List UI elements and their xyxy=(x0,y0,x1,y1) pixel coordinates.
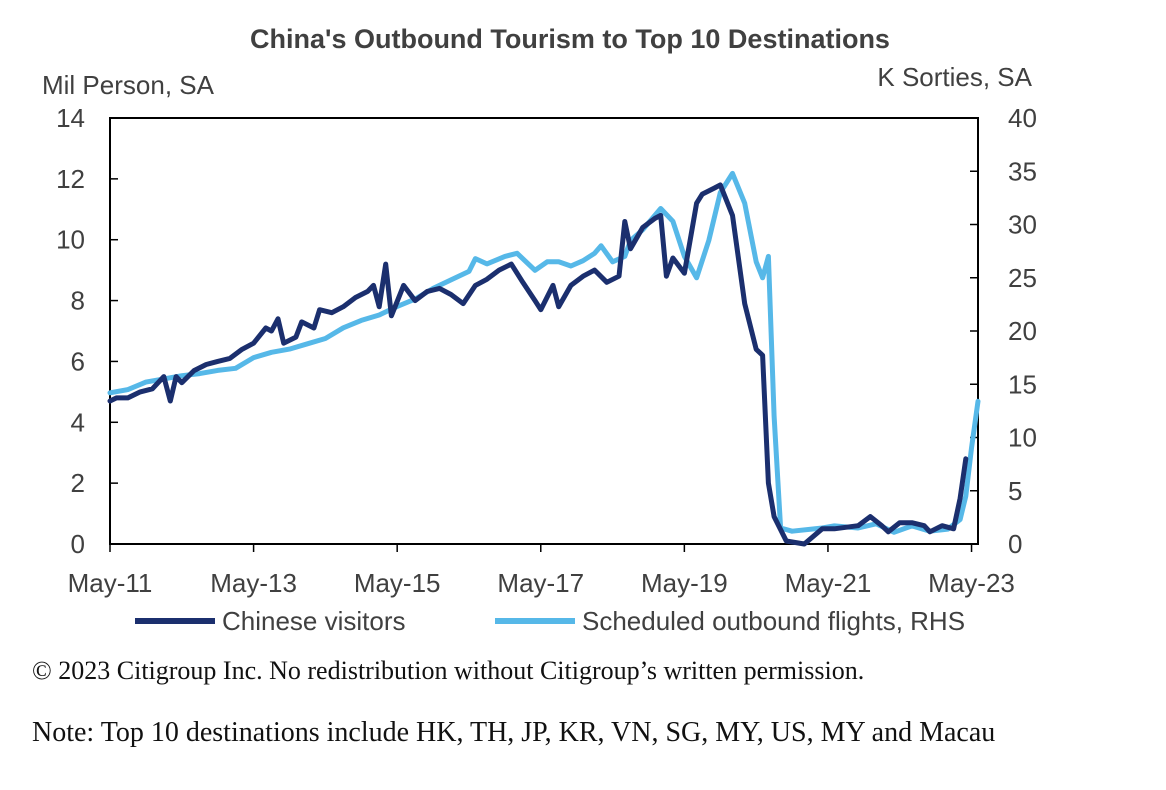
right-tick-label: 25 xyxy=(1008,263,1037,293)
legend: Chinese visitors Scheduled outbound flig… xyxy=(135,606,965,636)
chart-title: China's Outbound Tourism to Top 10 Desti… xyxy=(250,24,890,54)
left-tick-label: 8 xyxy=(71,286,85,316)
series-line-scheduled-flights xyxy=(107,170,981,535)
copyright-text: © 2023 Citigroup Inc. No redistribution … xyxy=(32,656,865,685)
x-tick-label: May-23 xyxy=(928,568,1015,598)
note-text: Note: Top 10 destinations include HK, TH… xyxy=(32,717,996,748)
left-tick-label: 12 xyxy=(56,164,85,194)
right-tick-label: 35 xyxy=(1008,156,1037,186)
left-axis: 0 2 4 6 8 10 12 14 xyxy=(56,103,118,559)
right-tick-label: 40 xyxy=(1008,103,1037,133)
x-tick-label: May-11 xyxy=(68,568,153,598)
x-tick-label: May-21 xyxy=(785,568,872,598)
left-tick-label: 4 xyxy=(71,407,85,437)
right-axis: 0 5 10 15 20 25 30 35 40 xyxy=(970,103,1037,559)
right-tick-label: 0 xyxy=(1008,529,1022,559)
right-tick-label: 15 xyxy=(1008,369,1037,399)
left-tick-label: 6 xyxy=(71,346,85,376)
left-tick-label: 14 xyxy=(56,103,85,133)
right-tick-label: 20 xyxy=(1008,316,1037,346)
x-tick-label: May-15 xyxy=(354,568,441,598)
x-tick-label: May-17 xyxy=(497,568,584,598)
right-tick-label: 5 xyxy=(1008,476,1022,506)
plot-area xyxy=(109,117,979,545)
left-tick-label: 2 xyxy=(71,468,85,498)
right-tick-label: 10 xyxy=(1008,423,1037,453)
left-axis-unit: Mil Person, SA xyxy=(42,70,215,100)
right-axis-unit: K Sorties, SA xyxy=(877,62,1032,92)
left-tick-label: 10 xyxy=(56,225,85,255)
legend-label-scheduled-flights: Scheduled outbound flights, RHS xyxy=(582,606,965,636)
left-tick-label: 0 xyxy=(71,529,85,559)
x-tick-label: May-19 xyxy=(641,568,728,598)
series-layer xyxy=(107,170,981,547)
series-line-chinese-visitors xyxy=(107,182,969,547)
x-tick-label: May-13 xyxy=(210,568,297,598)
x-axis: May-11 May-13 May-15 May-17 May-19 May-21 May-… xyxy=(68,544,1015,598)
chart: China's Outbound Tourism to Top 10 Desti… xyxy=(42,24,1037,636)
legend-label-chinese-visitors: Chinese visitors xyxy=(222,606,406,636)
right-tick-label: 30 xyxy=(1008,210,1037,240)
